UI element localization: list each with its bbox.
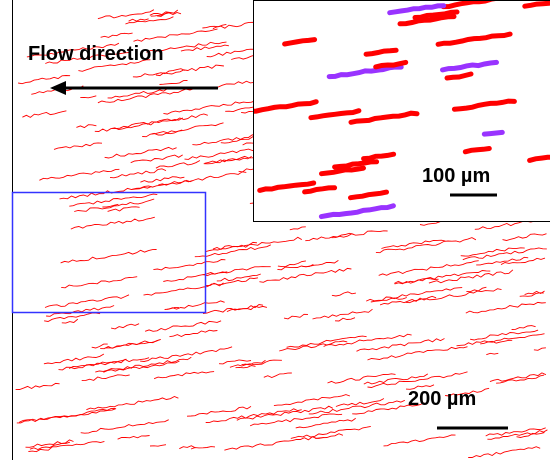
page: Flow direction 100 µm 200 µm (() => { co… [0, 0, 550, 460]
figure: Flow direction 100 µm 200 µm [0, 0, 550, 460]
inset-scale-label: 100 µm [422, 165, 490, 187]
flow-label: Flow direction [28, 43, 164, 65]
trace [465, 149, 489, 152]
trace [484, 132, 502, 134]
main-scale-label: 200 µm [408, 388, 476, 410]
